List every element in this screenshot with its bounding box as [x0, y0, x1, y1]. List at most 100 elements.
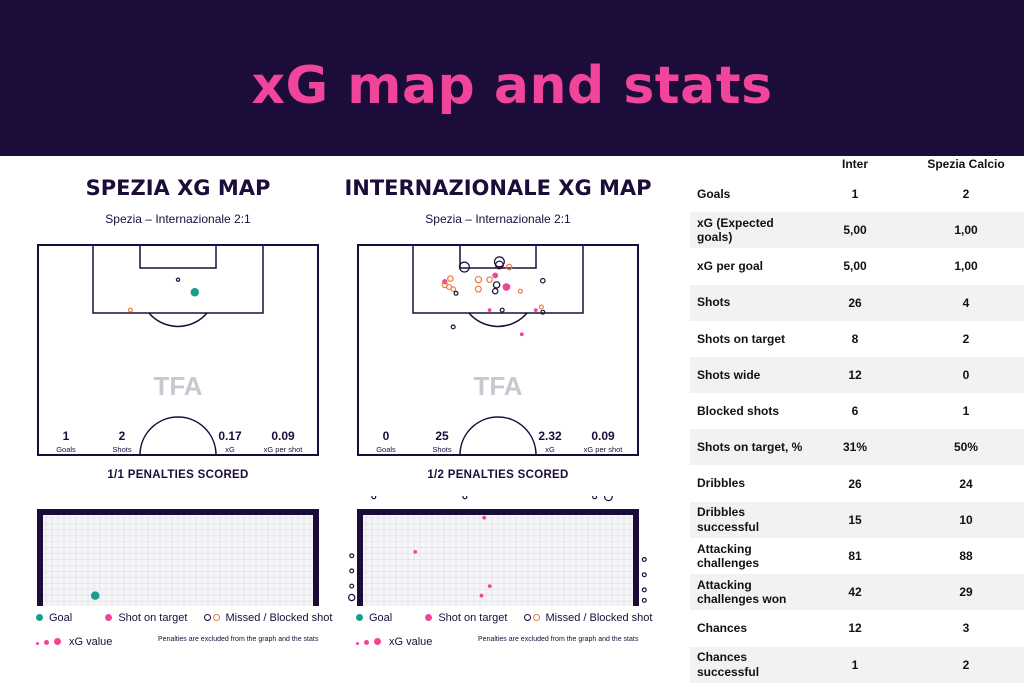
stat-inter-value: 42 [848, 585, 862, 600]
legend-xg-label: xG value [69, 636, 113, 648]
shot-marker [538, 304, 544, 310]
table-row: Shots on target, % 31% 50% [690, 429, 1024, 466]
goal-legend-icon [356, 614, 363, 621]
xg-size-icon [364, 640, 369, 645]
legend-target-label: Shot on target [438, 612, 508, 624]
on-target-legend-icon [425, 614, 433, 621]
shot-marker [491, 287, 499, 295]
shot-marker [493, 256, 505, 268]
goal-shot-marker [90, 591, 100, 600]
stat-inter-value: 8 [851, 331, 859, 346]
stat-spezia-value: 24 [959, 476, 973, 491]
shot-marker [505, 263, 513, 271]
goal-shot-marker [641, 597, 647, 603]
stat-value: 0 [383, 429, 390, 443]
legend-row: Goal Shot on target Missed / Blocked sho… [36, 612, 332, 624]
goal-shot-marker [641, 572, 647, 578]
stat-spezia-value: 1,00 [954, 223, 978, 238]
missed-legend-icon [524, 614, 532, 621]
pitch-map: TFA 0 Goals 25 Shots 2.32 xG 0.09 xG per shot [357, 244, 639, 456]
legend-row: Goal Shot on target Missed / Blocked sho… [356, 612, 652, 624]
legend-goal-label: Goal [49, 612, 73, 624]
on-target-legend-icon [105, 614, 113, 621]
shot-marker [540, 277, 546, 284]
shot-marker [474, 285, 482, 293]
stat-spezia-value: 3 [962, 621, 970, 636]
stat-row-label: Shots wide [697, 367, 761, 382]
stat-inter-value: 26 [848, 476, 862, 491]
goal-shot-marker [603, 496, 613, 502]
map-subtitle: Spezia – Internazionale 2:1 [105, 212, 251, 226]
goal-shot-marker [371, 496, 377, 500]
center-circle [459, 416, 537, 456]
stat-inter-value: 12 [848, 621, 862, 636]
goal-shot-marker [487, 584, 492, 589]
penalties-label: 1/1 PENALTIES SCORED [107, 469, 249, 481]
stat-row-label: Attacking challenges won [697, 577, 787, 607]
legend-target-label: Shot on target [118, 612, 188, 624]
stats-header: Inter Spezia Calcio [690, 156, 1024, 176]
stat-inter-value: 26 [848, 295, 862, 310]
goal-posts [357, 509, 639, 606]
shot-marker [175, 277, 181, 282]
xg-size-icon [44, 640, 49, 645]
stat-value: 1 [63, 429, 70, 443]
shot-marker [494, 260, 504, 270]
page-title: xG map and stats [251, 56, 773, 116]
shot-marker [492, 281, 501, 289]
stat-spezia-value: 50% [953, 440, 979, 455]
goal-shot-marker [348, 593, 356, 602]
xg-size-icon [374, 638, 381, 645]
legend-goal-label: Goal [369, 612, 393, 624]
goal-shot-marker [641, 587, 647, 593]
goal-shot-marker [413, 549, 418, 554]
stat-inter-value: 5,00 [843, 223, 867, 238]
goal-shot-marker [462, 496, 468, 500]
stat-row-label: Chances [697, 621, 748, 636]
legend-note: Penalties are excluded from the graph an… [478, 636, 639, 643]
stat-label: xG [545, 445, 555, 454]
blocked-legend-icon [533, 614, 541, 621]
stat-row-label: Goals [697, 186, 731, 201]
shot-marker [453, 290, 459, 296]
table-row: xG (Expected goals) 5,00 1,00 [690, 212, 1024, 249]
goal-frame-map [348, 496, 647, 606]
stats-table: Inter Spezia Calcio Goals 1 2 xG (Expected … [690, 156, 1024, 683]
stat-spezia-value: 10 [959, 512, 973, 527]
stat-label: xG per shot [584, 445, 624, 454]
shot-marker [474, 275, 483, 284]
map-subtitle: Spezia – Internazionale 2:1 [425, 212, 571, 226]
team-header-inter: Inter [841, 157, 868, 171]
stat-inter-value: 12 [848, 368, 862, 382]
header-banner: xG map and stats [0, 0, 1024, 156]
stat-value: 0.09 [591, 429, 615, 443]
map-title: SPEZIA XG MAP [85, 176, 271, 200]
stat-spezia-value: 29 [959, 585, 973, 600]
legend-xg-label: xG value [389, 636, 433, 648]
shot-marker [492, 272, 499, 279]
shot-marker [502, 283, 511, 291]
table-row: Goals 1 2 [690, 176, 1024, 212]
stat-spezia-value: 2 [962, 657, 970, 672]
stat-spezia-value: 1,00 [954, 259, 978, 274]
inter-xg-panel: INTERNAZIONALE XG MAP Spezia – Internazi… [338, 156, 658, 683]
table-row: Shots on target 8 2 [690, 321, 1024, 357]
table-row: Shots wide 12 0 [690, 357, 1024, 393]
table-row: Attacking challenges won 42 29 [690, 574, 1024, 611]
stat-row-label: xG per goal [697, 259, 764, 274]
goal-shot-marker [641, 556, 647, 563]
goal-legend-icon [36, 614, 43, 621]
shot-marker [190, 287, 200, 297]
stat-row-label: Attacking challenges [697, 541, 760, 570]
shot-marker [540, 309, 546, 315]
table-row: Attacking challenges 81 88 [690, 538, 1024, 574]
map-title: INTERNAZIONALE XG MAP [344, 176, 652, 200]
shot-marker [499, 307, 505, 313]
tfa-watermark: TFA [473, 371, 522, 401]
stat-inter-value: 1 [851, 187, 859, 201]
shot-marker [447, 275, 454, 282]
shot-marker [458, 261, 470, 273]
shot-marker [519, 332, 524, 337]
stat-spezia-value: 2 [962, 187, 970, 201]
goal-shot-marker [349, 553, 355, 559]
